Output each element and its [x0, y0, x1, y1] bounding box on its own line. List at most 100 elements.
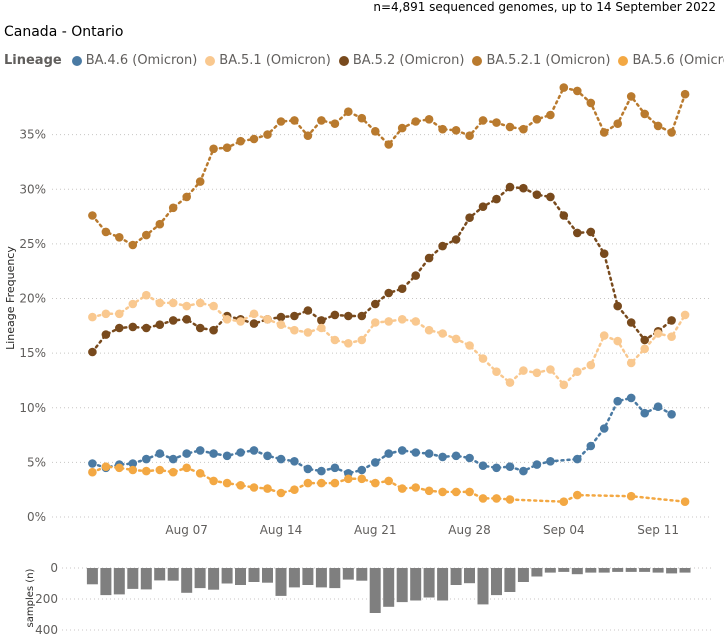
legend-item-ba52[interactable]: BA.5.2 (Omicron) [338, 53, 464, 68]
legend-item-ba46[interactable]: BA.4.6 (Omicron) [71, 53, 197, 68]
data-point[interactable] [357, 311, 367, 321]
data-point[interactable] [155, 465, 165, 475]
sample-bar[interactable] [369, 568, 381, 613]
data-point[interactable] [115, 309, 124, 319]
data-point[interactable] [155, 219, 165, 229]
data-point[interactable] [249, 446, 259, 455]
data-point[interactable] [384, 317, 394, 326]
data-point[interactable] [559, 211, 569, 220]
data-point[interactable] [371, 458, 380, 467]
data-point[interactable] [101, 330, 111, 339]
data-point[interactable] [653, 329, 663, 338]
data-point[interactable] [88, 347, 97, 357]
data-point[interactable] [667, 316, 676, 325]
data-point[interactable] [586, 360, 596, 370]
data-point[interactable] [357, 474, 367, 484]
sample-bar[interactable] [208, 568, 220, 590]
sample-bar[interactable] [639, 568, 651, 572]
data-point[interactable] [397, 446, 407, 455]
sample-bar[interactable] [679, 568, 691, 573]
sample-bar[interactable] [288, 568, 300, 588]
data-point[interactable] [317, 466, 326, 476]
data-point[interactable] [680, 310, 690, 320]
data-point[interactable] [626, 92, 636, 101]
data-point[interactable] [532, 460, 542, 469]
data-point[interactable] [344, 107, 353, 116]
data-point[interactable] [276, 454, 286, 464]
data-point[interactable] [222, 143, 232, 152]
sample-bar[interactable] [100, 568, 112, 596]
data-point[interactable] [344, 474, 353, 484]
sample-bar[interactable] [194, 568, 206, 589]
data-point[interactable] [532, 115, 542, 124]
data-point[interactable] [155, 320, 165, 330]
data-point[interactable] [142, 454, 151, 464]
data-point[interactable] [290, 311, 299, 321]
data-point[interactable] [303, 306, 313, 315]
data-point[interactable] [209, 449, 218, 458]
data-point[interactable] [303, 464, 313, 474]
data-point[interactable] [182, 315, 191, 324]
data-point[interactable] [168, 203, 178, 213]
data-point[interactable] [249, 319, 259, 328]
data-point[interactable] [546, 457, 555, 466]
data-point[interactable] [88, 459, 97, 468]
data-point[interactable] [424, 253, 434, 263]
sample-bar[interactable] [86, 568, 98, 585]
data-point[interactable] [276, 488, 286, 498]
data-point[interactable] [371, 318, 380, 327]
data-point[interactable] [195, 446, 205, 455]
data-point[interactable] [451, 451, 461, 461]
data-point[interactable] [424, 325, 434, 335]
data-point[interactable] [182, 449, 191, 458]
data-point[interactable] [451, 235, 461, 244]
data-point[interactable] [505, 378, 515, 387]
data-point[interactable] [397, 315, 407, 324]
sample-bar[interactable] [477, 568, 489, 605]
data-point[interactable] [357, 113, 367, 123]
data-point[interactable] [451, 487, 461, 497]
data-point[interactable] [317, 316, 326, 325]
sample-bar[interactable] [558, 568, 570, 572]
sample-bar[interactable] [450, 568, 462, 585]
data-point[interactable] [182, 192, 191, 202]
data-point[interactable] [546, 110, 555, 120]
sample-bar[interactable] [437, 568, 449, 601]
data-point[interactable] [384, 476, 394, 486]
sample-bar[interactable] [127, 568, 139, 589]
data-point[interactable] [101, 309, 111, 319]
data-point[interactable] [626, 491, 636, 501]
data-point[interactable] [115, 233, 124, 242]
sample-bar[interactable] [262, 568, 273, 583]
data-point[interactable] [88, 312, 97, 322]
data-point[interactable] [357, 335, 367, 345]
data-point[interactable] [195, 177, 205, 186]
data-point[interactable] [101, 462, 111, 472]
data-point[interactable] [640, 344, 649, 354]
sample-bar[interactable] [652, 568, 664, 573]
sample-bar[interactable] [598, 568, 610, 573]
sample-bar[interactable] [517, 568, 529, 582]
data-point[interactable] [249, 134, 259, 144]
sample-bar[interactable] [504, 568, 516, 592]
sample-bar[interactable] [342, 568, 354, 580]
data-point[interactable] [465, 487, 474, 497]
data-point[interactable] [505, 495, 515, 504]
data-point[interactable] [384, 449, 394, 458]
data-point[interactable] [451, 334, 461, 344]
data-point[interactable] [263, 484, 272, 493]
sample-bar[interactable] [329, 568, 341, 589]
data-point[interactable] [478, 116, 488, 125]
data-point[interactable] [465, 453, 474, 463]
sample-bar[interactable] [275, 568, 287, 596]
data-point[interactable] [424, 115, 434, 124]
data-point[interactable] [249, 483, 259, 492]
data-point[interactable] [519, 466, 528, 476]
data-point[interactable] [438, 241, 447, 251]
sample-bar[interactable] [625, 568, 637, 572]
data-point[interactable] [559, 380, 569, 390]
data-point[interactable] [519, 124, 528, 134]
data-point[interactable] [303, 131, 313, 140]
data-point[interactable] [128, 322, 138, 332]
data-point[interactable] [626, 318, 636, 327]
